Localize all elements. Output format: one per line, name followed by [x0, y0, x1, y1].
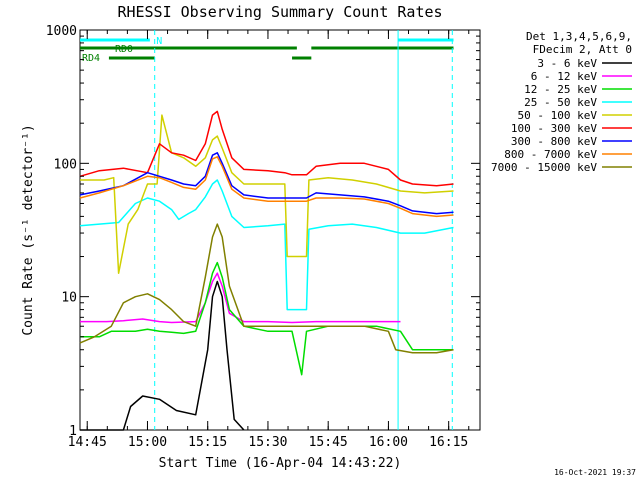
- series-line-5: [79, 110, 454, 187]
- observing-flags: N RD0 RD4: [80, 36, 454, 64]
- y-tick-label-0: 1: [69, 424, 77, 439]
- x-tick-label-6: 16:15: [429, 435, 468, 450]
- legend-label-3: 25 - 50 keV: [524, 96, 597, 109]
- x-axis-ticks: 14:45 15:00 15:15 15:30 15:45 16:00 16:15: [68, 30, 470, 450]
- x-tick-label-1: 15:00: [128, 435, 167, 450]
- legend-label-4: 50 - 100 keV: [518, 109, 598, 122]
- flag-label-rd0: RD0: [115, 44, 133, 55]
- series-line-3: [79, 179, 454, 311]
- x-tick-label-5: 16:00: [369, 435, 408, 450]
- series-line-0: [80, 280, 245, 431]
- legend-header-line-2: FDecim 2, Att 0: [533, 43, 632, 56]
- series-line-7: [79, 156, 454, 218]
- y-axis-label: Count Rate (s⁻¹ detector⁻¹): [21, 124, 36, 335]
- vertical-markers: [154, 30, 453, 430]
- series-lines: [79, 110, 454, 431]
- flag-label-n: N: [156, 36, 162, 47]
- legend-label-2: 12 - 25 keV: [524, 83, 597, 96]
- x-tick-label-3: 15:30: [248, 435, 287, 450]
- legend-label-6: 300 - 800 keV: [511, 135, 597, 148]
- series-line-1: [80, 272, 401, 324]
- flag-label-rd4: RD4: [82, 53, 100, 64]
- legend-label-7: 800 - 7000 keV: [504, 148, 597, 161]
- x-axis-label: Start Time (16-Apr-04 14:43:22): [159, 456, 402, 471]
- legend-label-1: 6 - 12 keV: [531, 70, 598, 83]
- x-tick-label-4: 15:45: [309, 435, 348, 450]
- y-tick-label-3: 1000: [46, 24, 77, 39]
- legend: Det 1,3,4,5,6,9, FDecim 2, Att 0 3 - 6 k…: [491, 30, 632, 174]
- legend-label-0: 3 - 6 keV: [537, 57, 597, 70]
- legend-label-8: 7000 - 15000 keV: [491, 161, 597, 174]
- plot-frame: [79, 29, 481, 431]
- legend-label-5: 100 - 300 keV: [511, 122, 597, 135]
- chart-title: RHESSI Observing Summary Count Rates: [117, 3, 442, 21]
- x-tick-label-2: 15:15: [188, 435, 227, 450]
- timestamp: 16-Oct-2021 19:37: [554, 468, 636, 477]
- y-axis-ticks: 1 10 100 1000: [46, 24, 480, 439]
- x-tick-label-0: 14:45: [68, 435, 107, 450]
- series-line-6: [79, 152, 454, 215]
- legend-header-line-1: Det 1,3,4,5,6,9,: [526, 30, 632, 43]
- series-line-8: [79, 223, 454, 354]
- series-line-4: [80, 114, 454, 274]
- y-tick-label-1: 10: [61, 291, 77, 306]
- y-tick-label-2: 100: [54, 157, 77, 172]
- series-line-2: [80, 261, 454, 376]
